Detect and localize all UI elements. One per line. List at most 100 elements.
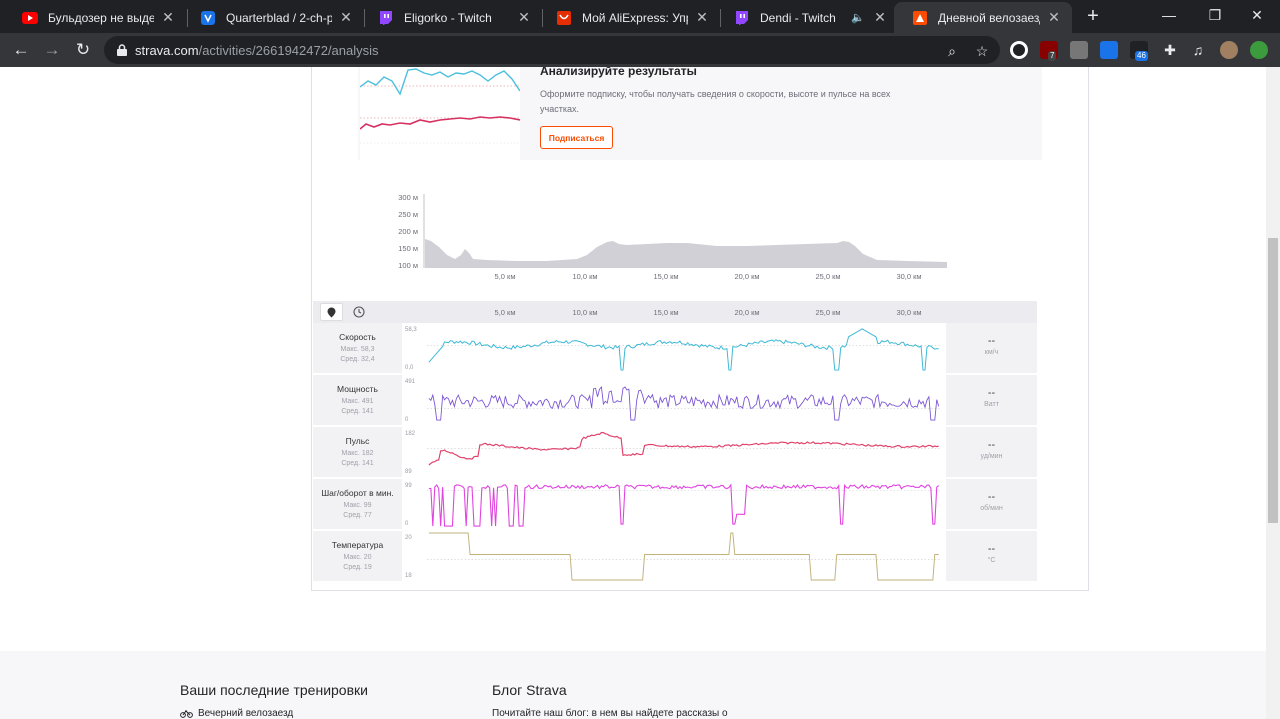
stream-temperature[interactable]: Температура Макс. 20 Сред. 19 20 18 -- °… bbox=[313, 531, 1037, 582]
stream-max: Макс. 182 bbox=[341, 450, 374, 457]
stream-unit: уд/мин bbox=[980, 453, 1003, 460]
tab-twitch-dendi[interactable]: Dendi - Twitch 🔈 ✕ bbox=[716, 2, 898, 33]
stream-value: -- bbox=[987, 387, 996, 399]
streams-header: 5,0 км 10,0 км 15,0 км 20,0 км 25,0 км 3… bbox=[313, 301, 1037, 323]
axis-top: 20 bbox=[405, 535, 412, 541]
page-content: Анализируйте результаты Оформите подписк… bbox=[0, 67, 1266, 719]
stream-avg: Сред. 32,4 bbox=[340, 356, 375, 363]
elevation-x-tick: 30,0 км bbox=[896, 272, 922, 281]
stream-avg: Сред. 141 bbox=[341, 408, 374, 415]
back-button[interactable]: ← bbox=[12, 40, 30, 59]
stream-max: Макс. 99 bbox=[343, 502, 372, 509]
footer: Ваши последние тренировки Вечерний велоз… bbox=[0, 651, 1266, 719]
tab-aliexpress[interactable]: Мой AliExpress: Управл ✕ bbox=[538, 2, 720, 33]
opera-extension-icon[interactable] bbox=[1010, 41, 1028, 59]
media-queue-icon[interactable]: ♫ bbox=[1192, 42, 1204, 58]
stream-unit: °C bbox=[987, 557, 996, 564]
close-icon[interactable]: ✕ bbox=[162, 9, 174, 25]
stream-name: Температура bbox=[331, 540, 384, 550]
stream-power[interactable]: Мощность Макс. 491 Сред. 141 491 0 -- Ва… bbox=[313, 375, 1037, 426]
elevation-y-tick: 200 м bbox=[398, 227, 418, 236]
axis-top: 491 bbox=[405, 379, 416, 385]
axis-bottom: 0 bbox=[405, 521, 409, 527]
reload-button[interactable]: ↻ bbox=[75, 40, 91, 59]
recent-activities-title: Ваши последние тренировки bbox=[180, 682, 368, 698]
stream-speed[interactable]: Скорость Макс. 58,3 Сред. 32,4 58,3 0,0 … bbox=[313, 323, 1037, 374]
counter-extension-icon[interactable]: 46 bbox=[1130, 41, 1148, 61]
new-tab-button[interactable]: + bbox=[1087, 5, 1099, 27]
stream-value: -- bbox=[987, 439, 996, 451]
elevation-profile: 300 м 250 м 200 м 150 м 100 м 5,0 км -- … bbox=[387, 191, 1037, 271]
stream-value: -- bbox=[987, 335, 996, 347]
ublock-extension-icon[interactable]: 7 bbox=[1040, 41, 1058, 61]
elevation-x-tick: 15,0 км bbox=[653, 272, 679, 281]
stream-cadence[interactable]: Шаг/оборот в мин. Макс. 99 Сред. 77 99 0… bbox=[313, 479, 1037, 530]
audio-icon[interactable]: 🔈 bbox=[851, 12, 865, 24]
restore-button[interactable]: ❐ bbox=[1208, 7, 1222, 23]
stream-x-tick: 25,0 км bbox=[815, 308, 841, 317]
address-bar[interactable]: strava.com/activities/2661942472/analysi… bbox=[104, 36, 1000, 64]
axis-bottom: 0,0 bbox=[405, 365, 414, 371]
axis-bottom: 18 bbox=[405, 573, 412, 579]
upsell-preview-chart bbox=[359, 67, 521, 160]
elevation-area bbox=[425, 239, 947, 268]
elevation-y-tick: 100 м bbox=[398, 261, 418, 270]
subscription-upsell: Анализируйте результаты Оформите подписк… bbox=[358, 67, 1042, 160]
stream-value: -- bbox=[987, 543, 996, 555]
browser-tab-strip: Бульдозер не выдержа ✕ Quarterblad / 2-c… bbox=[0, 0, 1280, 33]
scrollbar-thumb[interactable] bbox=[1268, 238, 1278, 523]
elevation-y-tick: 250 м bbox=[398, 210, 418, 219]
minimize-button[interactable]: — bbox=[1162, 7, 1176, 23]
lock-icon bbox=[117, 44, 127, 56]
browser-toolbar: ← → ↻ strava.com/activities/2661942472/a… bbox=[0, 33, 1280, 67]
stream-avg: Сред. 77 bbox=[343, 512, 372, 519]
tab-twitch-eligorko[interactable]: Eligorko - Twitch ✕ bbox=[360, 2, 542, 33]
heartrate-plot bbox=[426, 431, 941, 466]
time-mode-button[interactable] bbox=[347, 303, 370, 321]
stream-value: -- bbox=[987, 491, 996, 503]
recent-activity-link[interactable]: Вечерний велозаезд bbox=[180, 708, 293, 719]
tab-strava-active[interactable]: Дневной велозаезд | Ве ✕ bbox=[894, 2, 1072, 33]
stream-name: Мощность bbox=[337, 384, 378, 394]
axis-top: 99 bbox=[405, 483, 412, 489]
forward-button[interactable]: → bbox=[43, 40, 61, 59]
distance-mode-button[interactable] bbox=[320, 303, 343, 321]
axis-top: 182 bbox=[405, 431, 416, 437]
cadence-plot bbox=[426, 483, 941, 527]
extensions-puzzle-icon[interactable]: ✚ bbox=[1164, 42, 1176, 58]
upsell-text: Оформите подписку, чтобы получать сведен… bbox=[540, 89, 891, 114]
close-icon[interactable]: ✕ bbox=[874, 9, 886, 25]
sync-status-icon[interactable] bbox=[1250, 41, 1268, 59]
elevation-x-tick: 5,0 км bbox=[494, 272, 516, 281]
axis-bottom: 89 bbox=[405, 469, 412, 475]
elevation-y-tick: 150 м bbox=[398, 244, 418, 253]
close-icon[interactable]: ✕ bbox=[518, 9, 530, 25]
bookmark-star-icon[interactable]: ☆ bbox=[975, 43, 989, 59]
stream-avg: Сред. 19 bbox=[343, 564, 372, 571]
stream-x-tick: 15,0 км bbox=[653, 308, 679, 317]
tab-youtube[interactable]: Бульдозер не выдержа ✕ bbox=[4, 2, 186, 33]
close-icon[interactable]: ✕ bbox=[696, 9, 708, 25]
url-domain: strava.com bbox=[135, 43, 199, 58]
stream-name: Пульс bbox=[345, 436, 370, 446]
elevation-x-tick: 10,0 км bbox=[572, 272, 598, 281]
tab-vk[interactable]: Quarterblad / 2-ch-pea ✕ bbox=[182, 2, 364, 33]
url-path: /activities/2661942472/analysis bbox=[198, 43, 379, 58]
page-scrollbar[interactable] bbox=[1266, 67, 1280, 719]
bike-icon bbox=[180, 710, 193, 718]
stream-name: Шаг/оборот в мин. bbox=[321, 488, 394, 498]
subscribe-button[interactable]: Подписаться bbox=[540, 126, 613, 149]
close-icon[interactable]: ✕ bbox=[1048, 9, 1060, 25]
stream-heartrate[interactable]: Пульс Макс. 182 Сред. 141 182 89 -- уд/м… bbox=[313, 427, 1037, 478]
avatar[interactable] bbox=[1220, 41, 1238, 59]
close-window-button[interactable]: ✕ bbox=[1251, 7, 1263, 23]
stream-max: Макс. 491 bbox=[341, 398, 374, 405]
close-icon[interactable]: ✕ bbox=[340, 9, 352, 25]
stream-x-tick: 20,0 км bbox=[734, 308, 760, 317]
stream-avg: Сред. 141 bbox=[341, 460, 374, 467]
camera-extension-icon[interactable] bbox=[1070, 41, 1088, 59]
elevation-x-tick: 20,0 км bbox=[734, 272, 760, 281]
translate-extension-icon[interactable] bbox=[1100, 41, 1118, 59]
zoom-search-icon[interactable]: ⌕ bbox=[948, 43, 956, 59]
elevation-x-tick: 25,0 км bbox=[815, 272, 841, 281]
